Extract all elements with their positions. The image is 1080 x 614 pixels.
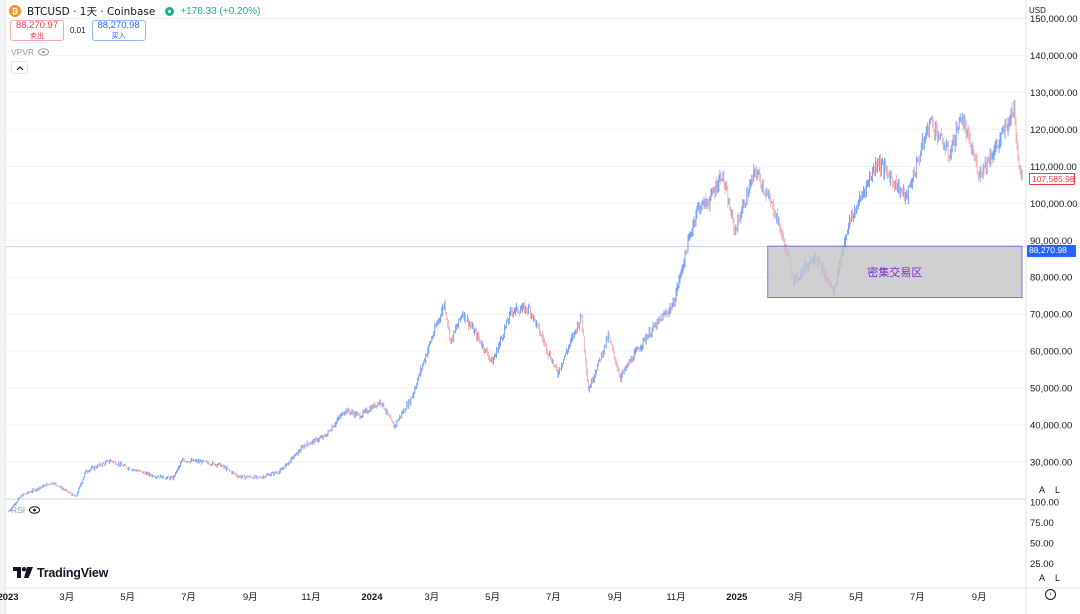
time-tick-label: 11月 (301, 592, 320, 603)
rsi-label: RSI (11, 505, 26, 515)
zone-rectangle[interactable] (767, 245, 1023, 299)
currency-selector[interactable]: USD (1029, 6, 1046, 15)
tradingview-logo-text: TradingView (37, 566, 109, 580)
time-tick-label: 3月 (424, 592, 439, 603)
collapse-legend-button[interactable] (11, 61, 28, 74)
rsi-tick-label: 25.00 (1030, 559, 1054, 570)
buy-label: 买入 (111, 31, 126, 40)
symbol-header: ₿ BTCUSD · 1天 · Coinbase +178.33 (+0.20%… (9, 4, 260, 18)
time-tick-label: 9月 (243, 592, 258, 603)
rsi-tick-label: 75.00 (1030, 518, 1054, 529)
sell-button[interactable]: 88,270.97 卖出 (10, 20, 64, 41)
time-tick-label: 7月 (910, 592, 925, 603)
eye-icon[interactable] (38, 48, 50, 56)
price-tick-label: 130,000.00 (1030, 88, 1078, 99)
price-change: +178.33 (+0.20%) (180, 5, 261, 17)
rsi-axis[interactable]: 100.00 75.00 50.00 25.00 (1030, 498, 1059, 571)
price-tick-label: 70,000.00 (1030, 310, 1072, 321)
market-open-icon (165, 6, 175, 16)
eye-icon[interactable] (29, 506, 41, 514)
price-tick-label: 40,000.00 (1030, 421, 1072, 432)
price-tick-label: 100,000.00 (1030, 199, 1078, 210)
rsi-log-scale-button[interactable]: L (1055, 573, 1061, 583)
auto-scale-button[interactable]: A (1039, 485, 1046, 495)
price-tick-label: 150,000.00 (1030, 14, 1078, 25)
current-price-label: 88,270.98 (1027, 245, 1076, 257)
buy-button[interactable]: 88,270.98 买入 (91, 20, 146, 41)
rsi-tick-label: 50.00 (1030, 539, 1054, 550)
price-tick-label: 60,000.00 (1030, 347, 1072, 358)
time-tick-label: 9月 (972, 592, 987, 603)
vpvr-label: VPVR (11, 47, 35, 57)
price-tick-label: 80,000.00 (1030, 273, 1072, 284)
time-tick-label: 7月 (181, 592, 196, 603)
arrow-right-icon: › (1049, 591, 1052, 598)
vpvr-indicator[interactable]: VPVR (11, 47, 50, 57)
time-tick-label: 5月 (485, 592, 500, 603)
rsi-auto-scale-button[interactable]: A (1039, 573, 1046, 583)
chevron-up-icon (16, 65, 23, 70)
time-tick-label: 2025 (726, 592, 748, 603)
tradingview-logo-icon (13, 567, 33, 578)
spread-value: 0.01 (70, 26, 86, 35)
zone-label: 密集交易区 (867, 265, 922, 279)
price-axis[interactable]: 150,000.00 140,000.00 130,000.00 120,000.00… (1030, 14, 1078, 469)
time-tick-label: 5月 (120, 592, 135, 603)
price-tick-label: 50,000.00 (1030, 384, 1072, 395)
sell-label: 卖出 (30, 31, 44, 40)
price-tick-label: 30,000.00 (1030, 458, 1072, 469)
log-scale-button[interactable]: L (1055, 485, 1061, 495)
buy-price: 88,270.98 (97, 20, 140, 32)
price-tick-label: 120,000.00 (1030, 125, 1078, 136)
time-tick-label: 2023 (0, 592, 19, 603)
trade-panel: 88,270.97 卖出 0.01 88,270.98 买入 (10, 20, 146, 41)
grid-lines (6, 17, 1026, 463)
candlestick-series (7, 99, 1023, 513)
sell-price: 88,270.97 (15, 20, 59, 32)
price-tick-label: 110,000.00 (1030, 162, 1077, 173)
time-tick-label: 5月 (849, 592, 864, 603)
tradingview-logo[interactable]: TradingView (13, 566, 108, 580)
high-volume-zone[interactable]: 密集交易区 (767, 245, 1023, 299)
go-to-realtime-button[interactable]: › (1045, 589, 1056, 600)
bitcoin-icon: ₿ (9, 5, 21, 17)
time-tick-label: 3月 (59, 592, 74, 603)
time-tick-label: 2024 (361, 592, 383, 603)
price-tick-label: 90,000.00 (1030, 236, 1072, 247)
rsi-tick-label: 100.00 (1030, 498, 1059, 509)
time-axis[interactable]: 2023 3月 5月 7月 9月 11月 2024 3月 5月 7月 9月 11月 2025 3月 5月 7月… (0, 592, 987, 603)
time-tick-label: 3月 (788, 592, 803, 603)
time-tick-label: 11月 (666, 592, 685, 603)
time-tick-label: 7月 (546, 592, 561, 603)
rsi-indicator[interactable]: RSI (11, 505, 41, 515)
last-price-label: 107,585.98 (1029, 173, 1075, 185)
symbol-title[interactable]: BTCUSD · 1天 · Coinbase (27, 5, 156, 18)
price-tick-label: 140,000.00 (1030, 51, 1078, 62)
time-tick-label: 9月 (608, 592, 623, 603)
left-toolbar-edge (0, 0, 6, 614)
